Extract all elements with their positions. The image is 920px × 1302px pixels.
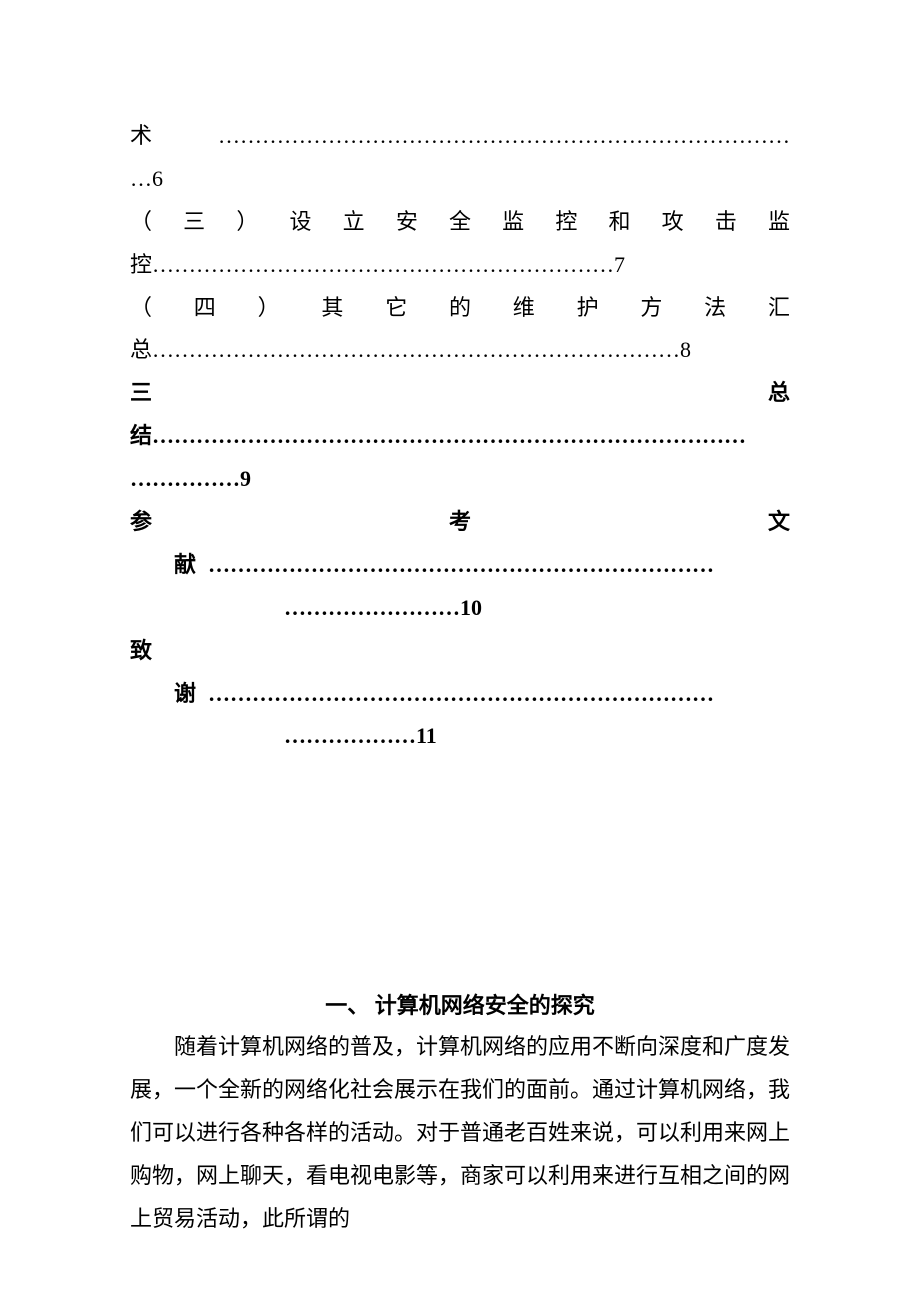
toc-thanks-line2: 谢 …………………………………………………………… xyxy=(130,673,790,716)
section-1-title: 一、 计算机网络安全的探究 xyxy=(130,988,790,1020)
toc-thanks-char2: 谢 xyxy=(174,673,196,716)
toc-section-3-char1: 三 xyxy=(130,372,152,415)
toc-entry-tech-line1: 术…………………………………………………………………… xyxy=(130,115,790,158)
toc-section-3-char2: 总 xyxy=(768,372,790,415)
toc-references-char1: 参 xyxy=(130,501,152,544)
toc-references-line2: 献 …………………………………………………………… xyxy=(130,544,790,587)
toc-section-3-line1: 三 总 xyxy=(130,372,790,415)
toc-references-line1: 参 考 文 xyxy=(130,501,790,544)
toc-references-line3: ……………………10 xyxy=(130,587,790,630)
toc-section-3-line2: 结……………………………………………………………………… xyxy=(130,415,790,458)
toc-references-char3: 文 xyxy=(768,501,790,544)
toc-thanks-line1: 致 xyxy=(130,630,790,673)
toc-entry-4-line2: 总………………………………………………………………8 xyxy=(130,329,790,372)
toc-entry-tech-line2: …6 xyxy=(130,158,790,201)
toc-entry-3-line1: （三）设立安全监控和攻击监 xyxy=(130,201,790,244)
toc-entry-4-line1: （四）其它的维护方法汇 xyxy=(130,287,790,330)
section-1-body: 随着计算机网络的普及，计算机网络的应用不断向深度和广度发展，一个全新的网络化社会… xyxy=(130,1026,790,1240)
toc-references-char4: 献 xyxy=(174,544,196,587)
toc-entry-3-line2: 控………………………………………………………7 xyxy=(130,244,790,287)
toc-references-char2: 考 xyxy=(449,501,471,544)
toc-references-dots: …………………………………………………………… xyxy=(208,544,714,587)
toc-section-3-line3: ……………9 xyxy=(130,458,790,501)
toc-thanks-dots: …………………………………………………………… xyxy=(208,673,714,716)
toc-thanks-line3: ………………11 xyxy=(130,715,790,758)
